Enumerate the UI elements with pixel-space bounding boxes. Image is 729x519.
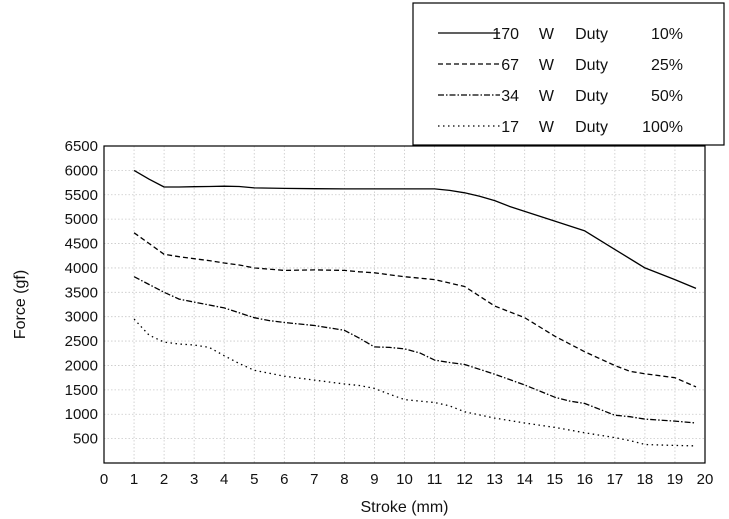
x-tick-label: 1 [130, 471, 138, 488]
y-tick-label: 2000 [65, 357, 98, 374]
x-tick-label: 11 [427, 471, 443, 488]
x-tick-label: 20 [697, 471, 714, 488]
plot-frame [103, 145, 706, 464]
x-tick-label: 0 [100, 471, 108, 488]
x-tick-label: 17 [607, 471, 624, 488]
y-axis-label: Force (gf) [12, 270, 29, 339]
series-line-3 [133, 276, 697, 424]
y-tick-label: 4500 [65, 236, 98, 253]
y-tick-label: 500 [73, 431, 98, 448]
x-tick-label: 9 [370, 471, 378, 488]
y-tick-label: 3500 [65, 284, 98, 301]
y-tick-label: 4000 [65, 260, 98, 277]
x-tick-label: 2 [160, 471, 168, 488]
x-tick-label: 13 [486, 471, 503, 488]
y-tick-label: 2500 [65, 333, 98, 350]
series-layer [133, 169, 697, 447]
y-tick-labels: 500 1000 1500 2000 2500 3000 3500 4000 4500 5000 5… [65, 138, 98, 448]
x-tick-label: 8 [340, 471, 348, 488]
series-line-2 [133, 232, 697, 388]
x-tick-label: 14 [516, 471, 533, 488]
y-tick-label: 3000 [65, 309, 98, 326]
legend-box [412, 2, 725, 146]
y-tick-label: 6500 [65, 138, 98, 155]
x-tick-label: 10 [396, 471, 413, 488]
x-tick-label: 3 [190, 471, 198, 488]
x-tick-label: 12 [456, 471, 473, 488]
legend-label-4: 17 W Duty 100% [501, 119, 683, 136]
x-tick-label: 19 [667, 471, 684, 488]
x-tick-labels: 0 1 2 3 4 5 6 7 8 9 10 11 12 13 14 15 16 17 18 19 20 [100, 471, 714, 488]
y-tick-label: 6000 [65, 162, 98, 179]
legend-label-2: 67 W Duty 25% [501, 57, 683, 74]
x-axis-label: Stroke (mm) [361, 499, 449, 516]
x-tick-label: 5 [250, 471, 258, 488]
x-tick-label: 4 [220, 471, 228, 488]
legend-label-3: 34 W Duty 50% [501, 88, 683, 105]
x-tick-label: 15 [546, 471, 563, 488]
x-tick-label: 18 [637, 471, 654, 488]
grid [104, 146, 705, 463]
y-tick-label: 1500 [65, 382, 98, 399]
y-tick-label: 1000 [65, 406, 98, 423]
series-line-1 [133, 169, 697, 289]
x-tick-label: 7 [310, 471, 318, 488]
y-tick-label: 5000 [65, 211, 98, 228]
legend-label-1: 170 W Duty 10% [492, 26, 683, 43]
x-tick-label: 6 [280, 471, 288, 488]
series-line-4 [133, 318, 697, 447]
x-tick-label: 16 [576, 471, 593, 488]
y-tick-label: 5500 [65, 187, 98, 204]
legend: 170 W Duty 10% 67 W Duty 25% 34 W Duty 50% 17 W Duty 10… [412, 2, 725, 146]
